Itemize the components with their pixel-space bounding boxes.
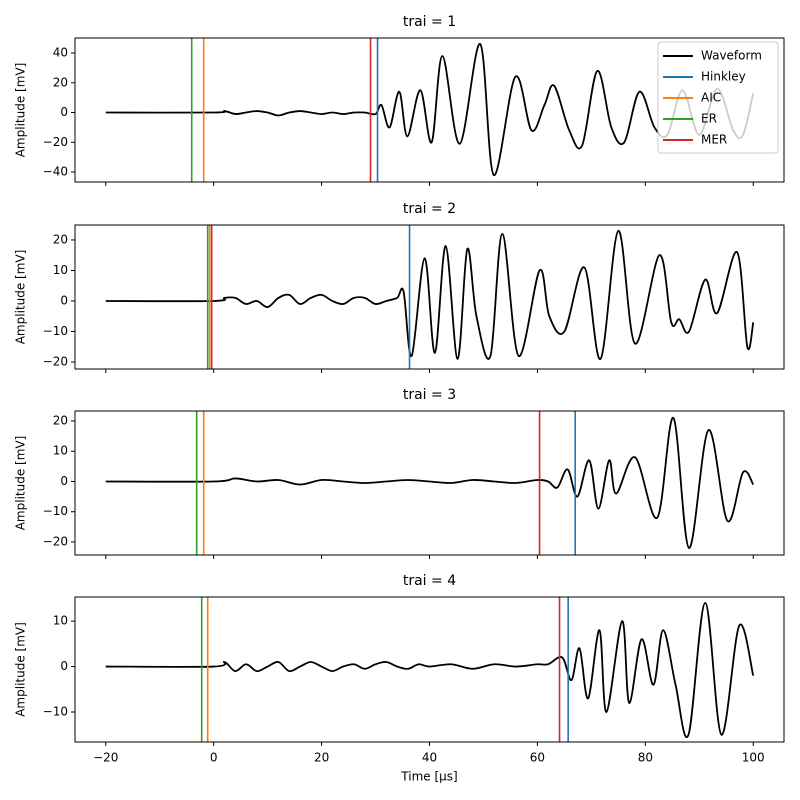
x-axis-label: Time [µs]	[400, 770, 457, 784]
chart-title: trai = 2	[403, 201, 456, 217]
x-tick-label: 20	[314, 751, 329, 765]
y-tick-label: 10	[53, 444, 68, 458]
y-tick-label: −20	[43, 534, 68, 548]
legend-label: AIC	[701, 91, 721, 105]
waveform-line	[105, 43, 755, 176]
x-tick-label: 80	[638, 751, 653, 765]
chart-title: trai = 3	[403, 387, 456, 403]
axes-frame	[74, 596, 785, 743]
plot-area	[105, 411, 755, 555]
y-axis-label: Amplitude [mV]	[14, 250, 28, 345]
y-tick-label: −20	[43, 354, 68, 368]
legend-label: Hinkley	[701, 70, 746, 84]
axes-frame	[74, 410, 785, 556]
legend-label: Waveform	[701, 49, 762, 63]
chart-title: trai = 4	[403, 573, 456, 589]
x-tick-label: 0	[210, 751, 218, 765]
x-tick-label: 100	[742, 751, 765, 765]
y-tick-label: 10	[53, 263, 68, 277]
y-tick-label: −10	[43, 504, 68, 518]
plot-area	[105, 225, 755, 369]
chart-title: trai = 1	[403, 14, 456, 30]
legend-box	[657, 41, 779, 154]
y-tick-label: 40	[53, 46, 68, 60]
y-tick-label: 0	[60, 474, 68, 488]
y-tick-label: −10	[43, 324, 68, 338]
waveform-line	[105, 602, 755, 739]
plot-area	[105, 597, 755, 742]
y-tick-label: −20	[43, 135, 68, 149]
y-tick-label: 10	[53, 614, 68, 628]
y-tick-label: −40	[43, 165, 68, 179]
y-tick-label: 20	[53, 75, 68, 89]
legend-label: MER	[701, 133, 727, 147]
y-tick-label: 0	[60, 659, 68, 673]
y-tick-label: −10	[43, 705, 68, 719]
plot-area	[105, 38, 755, 182]
y-tick-label: 20	[53, 413, 68, 427]
y-axis-label: Amplitude [mV]	[14, 622, 28, 717]
legend-label: ER	[701, 112, 717, 126]
waveform-line	[105, 417, 755, 549]
x-tick-label: −20	[93, 751, 118, 765]
y-tick-label: 0	[60, 293, 68, 307]
waveform-line	[105, 229, 755, 360]
y-axis-label: Amplitude [mV]	[14, 63, 28, 158]
y-tick-label: 20	[53, 232, 68, 246]
y-tick-label: 0	[60, 105, 68, 119]
x-tick-label: 40	[422, 751, 437, 765]
y-axis-label: Amplitude [mV]	[14, 436, 28, 531]
x-tick-label: 60	[530, 751, 545, 765]
